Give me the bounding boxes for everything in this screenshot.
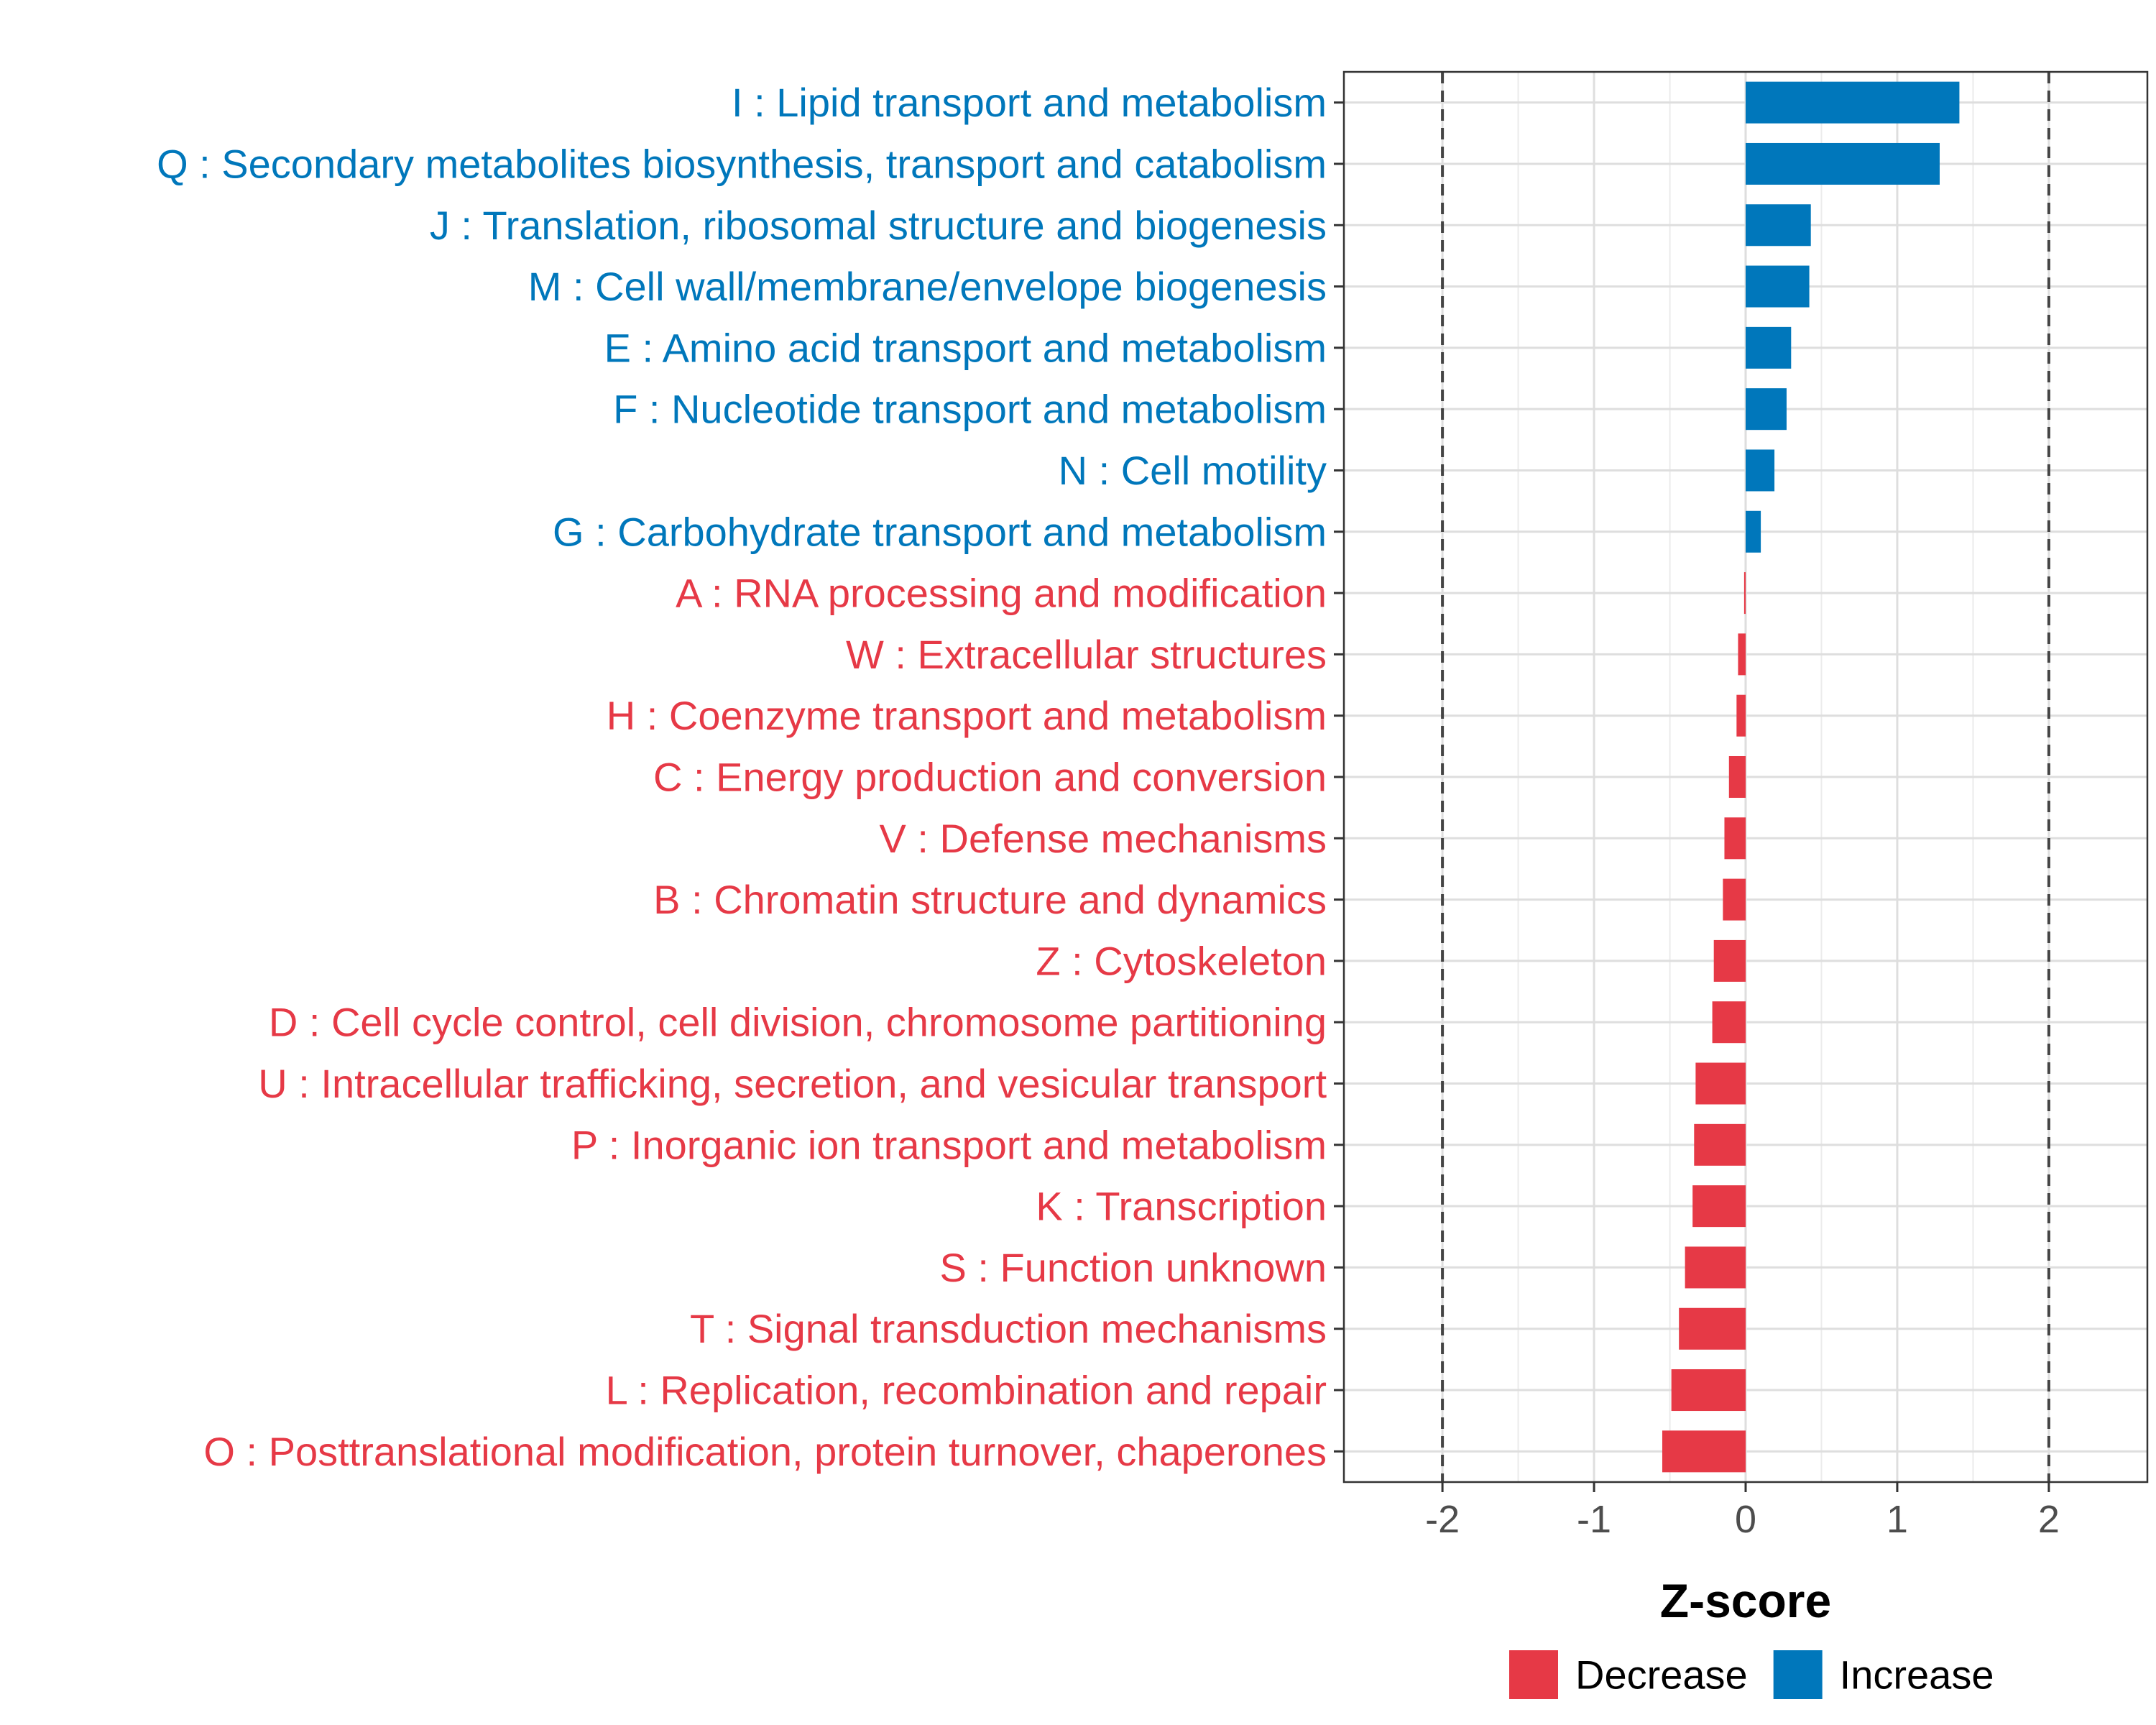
category-label: N : Cell motility — [1059, 448, 1327, 493]
category-label: Q : Secondary metabolites biosynthesis, … — [157, 141, 1327, 186]
bar — [1746, 388, 1787, 431]
bar — [1695, 1062, 1746, 1105]
x-tick-label: 2 — [2038, 1498, 2060, 1541]
bar — [1738, 633, 1746, 676]
category-label: D : Cell cycle control, cell division, c… — [269, 1000, 1327, 1045]
bar — [1712, 1001, 1746, 1044]
category-label: J : Translation, ribosomal structure and… — [430, 203, 1327, 248]
bar — [1694, 1123, 1746, 1166]
bar — [1746, 142, 1940, 185]
category-label: P : Inorganic ion transport and metaboli… — [571, 1122, 1327, 1167]
legend-label: Increase — [1840, 1652, 1994, 1698]
bar — [1728, 755, 1746, 799]
bar — [1713, 939, 1746, 982]
category-label: C : Energy production and conversion — [653, 755, 1327, 800]
bar — [1724, 817, 1746, 860]
bar — [1685, 1246, 1746, 1289]
category-label: G : Carbohydrate transport and metabolis… — [553, 509, 1327, 554]
bar — [1692, 1185, 1746, 1228]
category-label: T : Signal transduction mechanisms — [690, 1306, 1327, 1351]
bar — [1679, 1307, 1746, 1350]
category-label: E : Amino acid transport and metabolism — [604, 325, 1327, 370]
legend-key — [1509, 1650, 1558, 1699]
bar — [1736, 694, 1746, 737]
legend-key — [1773, 1650, 1823, 1699]
x-axis-title: Z-score — [1660, 1574, 1831, 1627]
x-tick-label: -2 — [1425, 1498, 1460, 1541]
x-axis-ticks: -2 -1 0 1 2 — [1334, 101, 2060, 1541]
bars — [1662, 81, 1960, 1473]
category-label: K : Transcription — [1036, 1184, 1327, 1229]
category-label: V : Defense mechanisms — [880, 816, 1327, 861]
category-label: B : Chromatin structure and dynamics — [653, 877, 1327, 922]
category-label: F : Nucleotide transport and metabolism — [613, 387, 1327, 432]
bar — [1746, 265, 1810, 308]
bar — [1746, 204, 1811, 247]
bar — [1746, 81, 1960, 124]
bar — [1746, 510, 1761, 553]
bar — [1671, 1369, 1746, 1412]
category-label: S : Function unknown — [939, 1245, 1327, 1290]
bar — [1743, 572, 1746, 615]
category-label: L : Replication, recombination and repai… — [606, 1368, 1327, 1413]
category-label: W : Extracellular structures — [846, 632, 1327, 677]
legend-label: Decrease — [1575, 1652, 1748, 1698]
bar — [1746, 449, 1775, 492]
bar — [1662, 1430, 1746, 1473]
x-tick-label: 0 — [1735, 1498, 1756, 1541]
category-label: O : Posttranslational modification, prot… — [203, 1429, 1327, 1474]
category-label: M : Cell wall/membrane/envelope biogenes… — [528, 264, 1327, 309]
bar — [1723, 878, 1746, 921]
category-label: U : Intracellular trafficking, secretion… — [258, 1061, 1327, 1106]
category-label: H : Coenzyme transport and metabolism — [607, 693, 1327, 738]
category-labels: I : Lipid transport and metabolism Q : Se… — [157, 80, 1327, 1474]
bar — [1746, 326, 1792, 369]
category-label: A : RNA processing and modification — [676, 571, 1327, 616]
category-label: Z : Cytoskeleton — [1036, 938, 1327, 983]
category-label: I : Lipid transport and metabolism — [732, 80, 1327, 125]
x-tick-label: -1 — [1577, 1498, 1611, 1541]
reference-lines — [1441, 72, 2050, 1482]
legend: Decrease Increase — [1509, 1650, 1994, 1699]
x-tick-label: 1 — [1886, 1498, 1908, 1541]
